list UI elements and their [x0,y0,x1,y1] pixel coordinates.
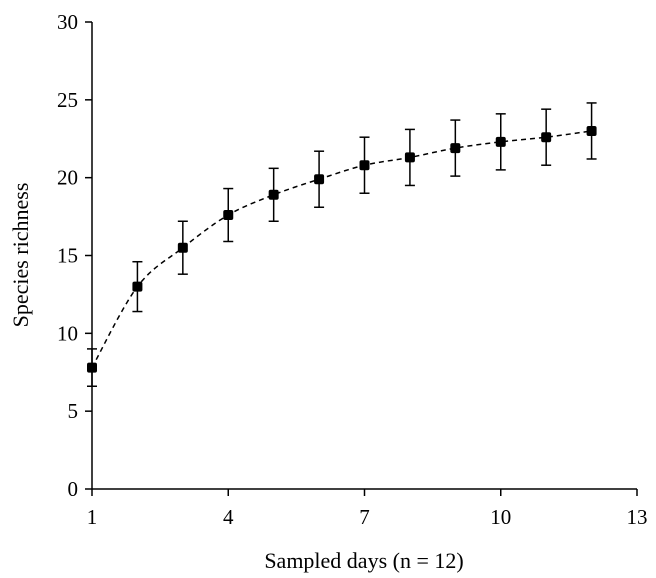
y-tick-label: 5 [68,399,79,423]
axes: 0 5 10 15 20 25 30 1 4 7 10 13 [57,10,648,529]
y-tick-label: 25 [57,88,78,112]
y-tick-label: 20 [57,166,78,190]
data-point [404,152,415,163]
y-axis-label: Species richness [8,183,33,328]
data-point [586,125,597,136]
x-tick-label: 13 [627,505,648,529]
data-point [314,174,325,185]
x-tick-label: 1 [87,505,98,529]
data-point [132,281,143,292]
x-tick-label: 7 [359,505,370,529]
x-axis-label: Sampled days (n = 12) [264,548,463,573]
data-point [223,210,234,221]
x-tick-label: 4 [223,505,234,529]
data-point [268,189,279,200]
y-tick-label: 0 [68,477,79,501]
y-tick-label: 30 [57,10,78,34]
x-tick-label: 10 [490,505,511,529]
data-point [541,132,552,143]
data-point [177,242,188,253]
y-tick-label: 10 [57,321,78,345]
series-line [91,130,592,368]
data-point [359,160,370,171]
y-tick-label: 15 [57,244,78,268]
data-point [450,143,461,154]
plot-area [87,102,597,388]
data-point [495,136,506,147]
